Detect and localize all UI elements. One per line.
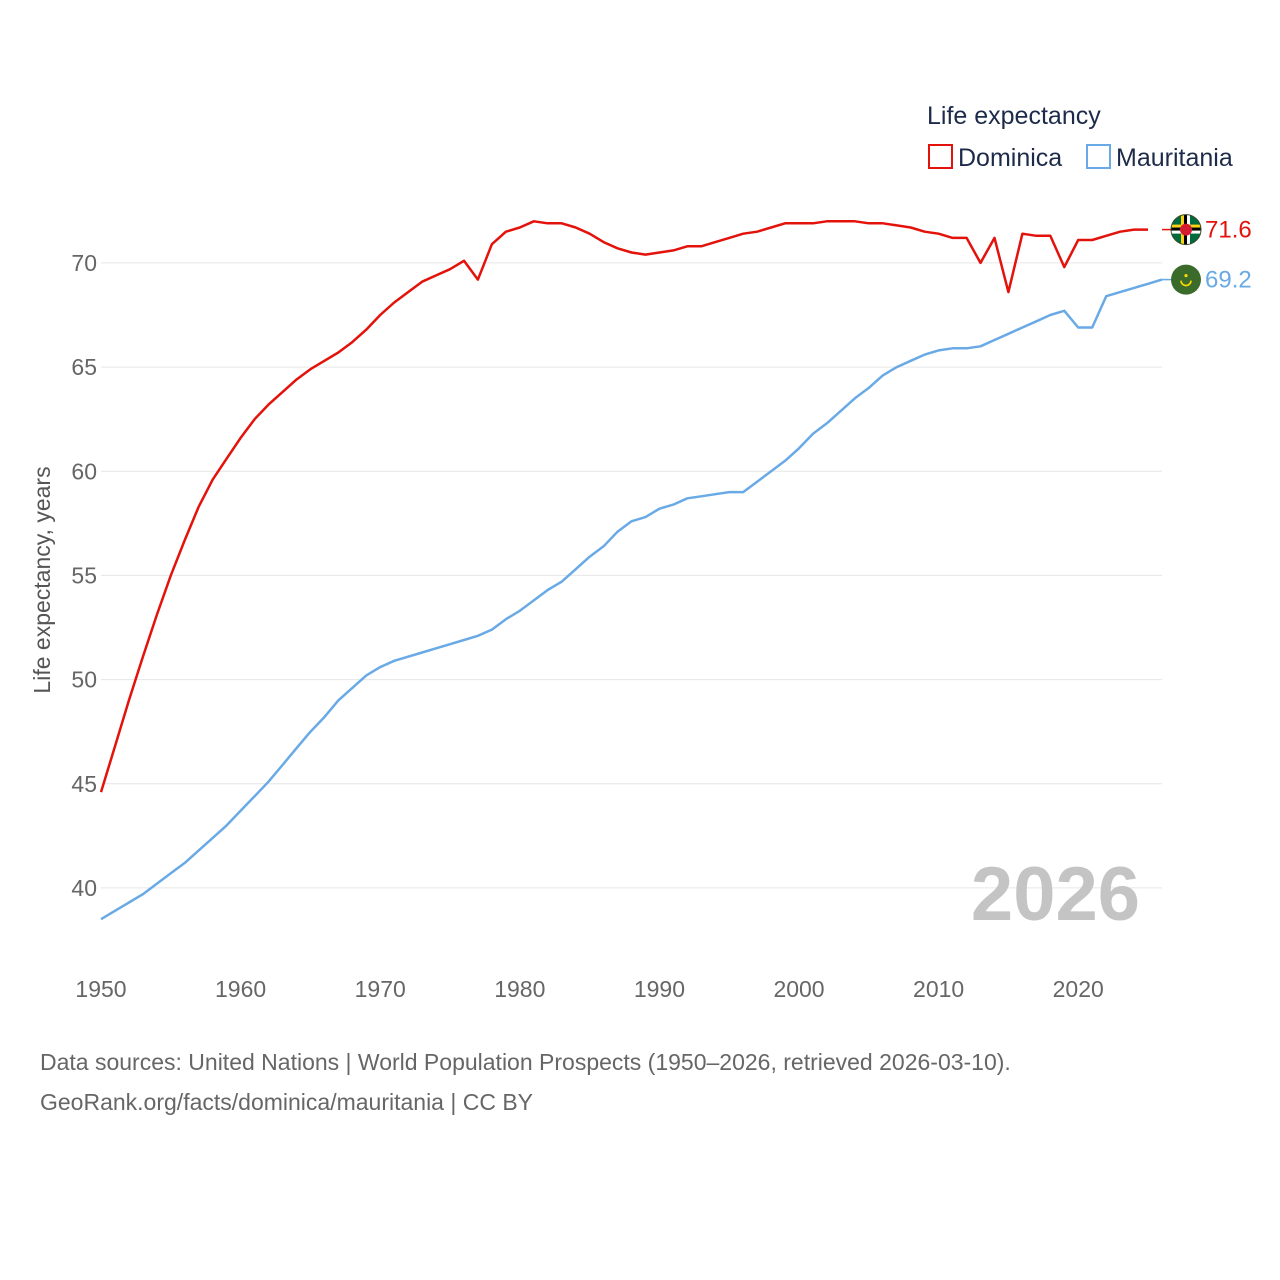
y-tick-label: 55: [71, 562, 97, 588]
source-line-url: GeoRank.org/facts/dominica/mauritania | …: [40, 1089, 534, 1115]
source-note: Data sources: United Nations | World Pop…: [40, 1042, 1011, 1122]
x-tick-label: 1950: [75, 976, 126, 1002]
mauritania-flag-icon: [1171, 264, 1201, 295]
end-label-mauritania: 69.2: [1205, 267, 1252, 294]
y-axis-ticks: 40 45 50 55 60 65 70: [71, 250, 97, 901]
y-tick-label: 70: [71, 250, 97, 276]
year-stamp: 2026: [971, 852, 1140, 937]
legend-swatch-dominica: [928, 144, 953, 169]
x-tick-label: 1990: [634, 976, 685, 1002]
series-line-mauritania[interactable]: [100, 278, 1163, 921]
legend-label-mauritania: Mauritania: [1116, 144, 1233, 172]
y-tick-label: 45: [71, 771, 97, 797]
series-end-markers: 71.6 69.2: [1162, 214, 1252, 295]
x-tick-label: 1980: [494, 976, 545, 1002]
x-tick-label: 2000: [773, 976, 824, 1002]
y-tick-label: 50: [71, 667, 97, 693]
x-axis-ticks: 1950 1960 1970 1980 1990 2000 2010 2020: [75, 976, 1103, 1002]
y-tick-label: 60: [71, 458, 97, 484]
end-label-dominica: 71.6: [1205, 217, 1252, 244]
y-tick-label: 65: [71, 354, 97, 380]
legend[interactable]: Life expectancy Dominica Mauritania: [927, 102, 1233, 172]
legend-swatch-mauritania: [1086, 144, 1111, 169]
series-line-dominica[interactable]: [99, 220, 1148, 793]
y-axis-title: Life expectancy, years: [29, 466, 55, 693]
x-tick-label: 2010: [913, 976, 964, 1002]
x-tick-label: 1970: [355, 976, 406, 1002]
y-tick-label: 40: [71, 875, 97, 901]
source-line-data: Data sources: United Nations | World Pop…: [40, 1049, 1011, 1075]
legend-title: Life expectancy: [927, 102, 1101, 130]
grid: [101, 262, 1162, 889]
x-tick-label: 1960: [215, 976, 266, 1002]
series: [99, 220, 1163, 921]
line-chart: 40 45 50 55 60 65 70 1950 1960 1970 1980 1990 2000 2…: [29, 102, 1252, 1002]
dominica-flag-icon: [1170, 214, 1202, 246]
legend-item-dominica[interactable]: Dominica: [928, 144, 1062, 172]
x-tick-label: 2020: [1053, 976, 1104, 1002]
legend-item-mauritania[interactable]: Mauritania: [1086, 144, 1233, 172]
legend-label-dominica: Dominica: [958, 144, 1062, 172]
